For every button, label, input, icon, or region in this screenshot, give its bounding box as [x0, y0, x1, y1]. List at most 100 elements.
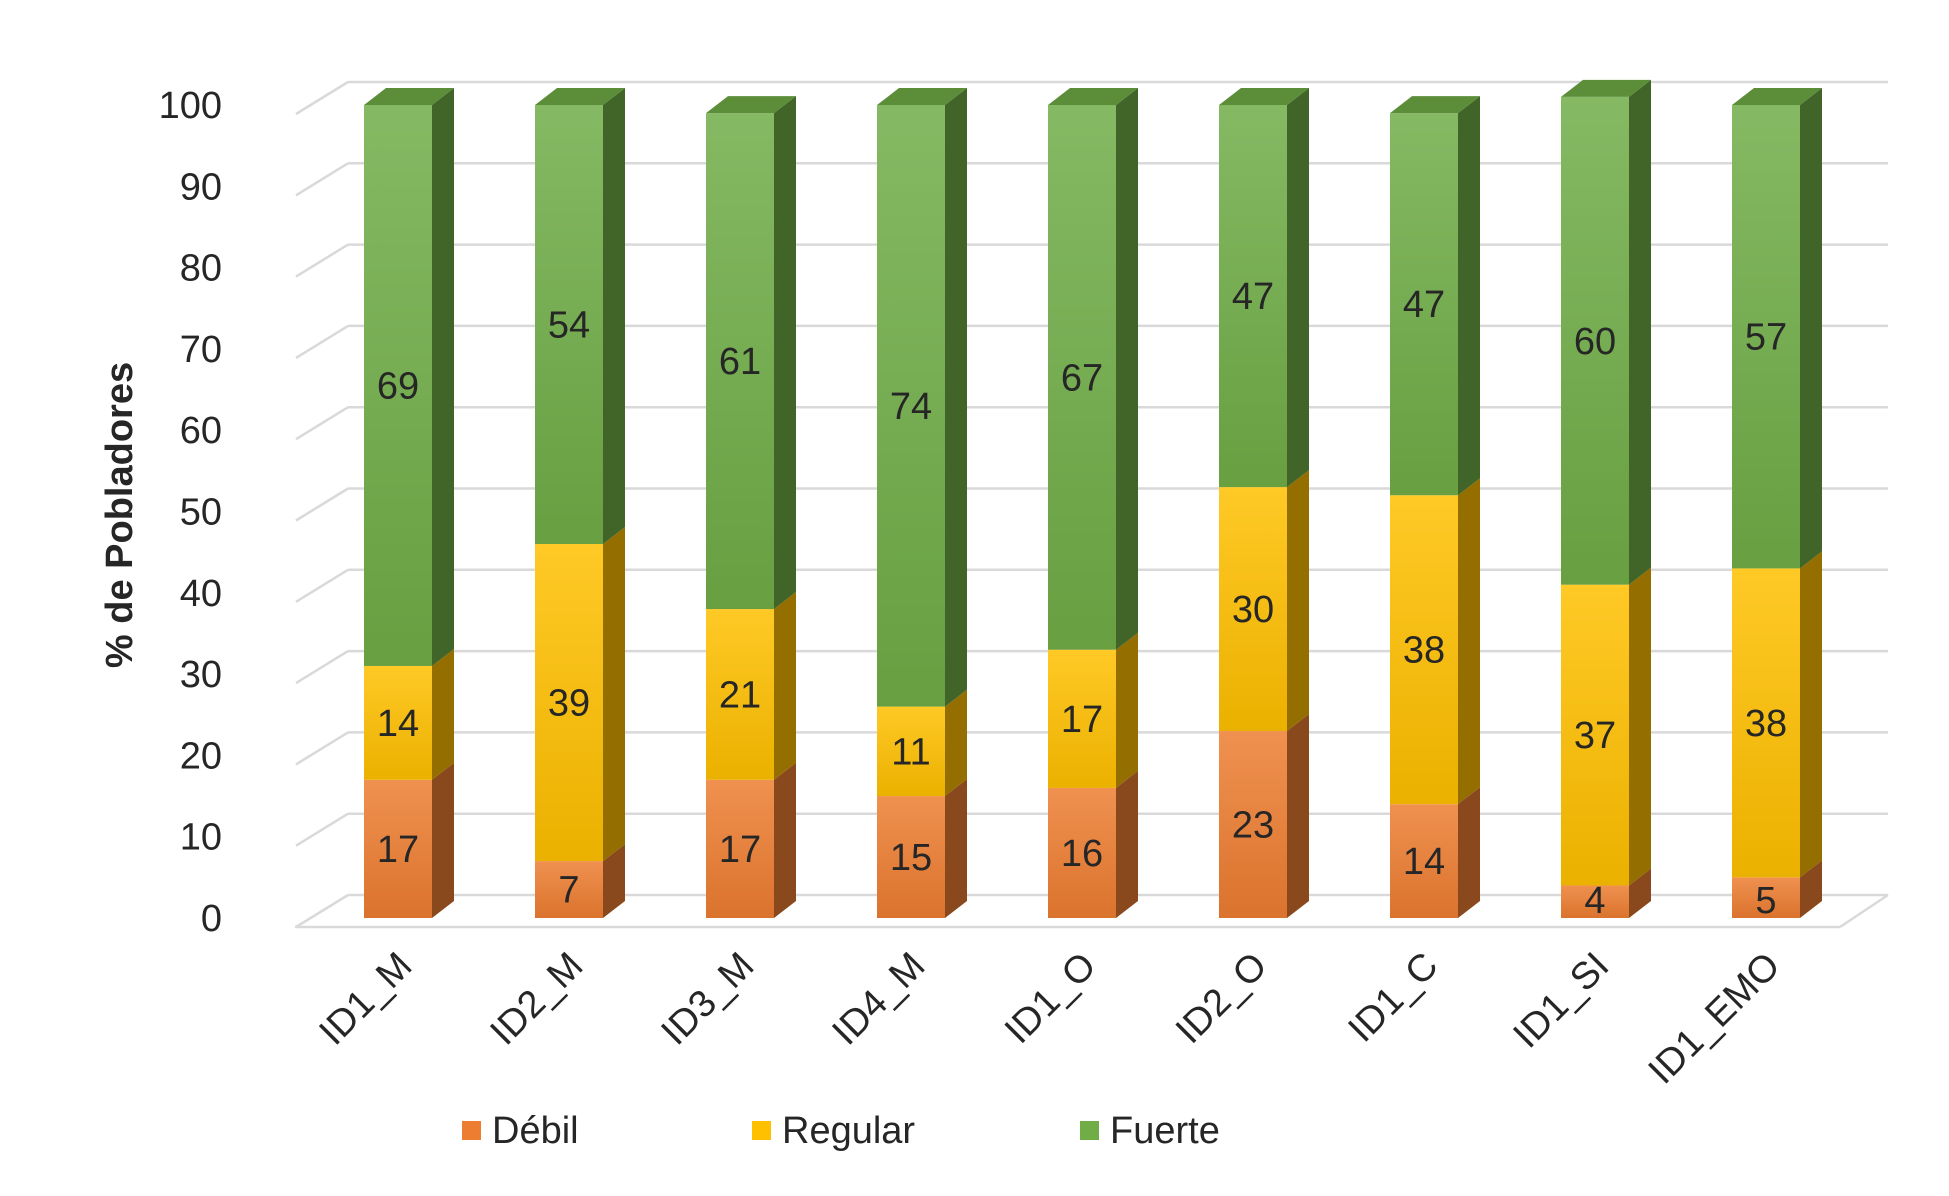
gridline-side	[295, 406, 349, 441]
bar-front	[1732, 568, 1800, 878]
bar-segment	[877, 779, 967, 918]
data-label: 37	[1574, 715, 1616, 757]
bar-segment	[364, 648, 454, 780]
bar-segment	[364, 88, 454, 666]
y-tick-label: 30	[180, 654, 222, 696]
bar-front	[1048, 105, 1116, 650]
bar-side	[1629, 79, 1651, 585]
bar-top	[1732, 88, 1822, 105]
bar-segment	[706, 762, 796, 918]
bar-front	[535, 544, 603, 862]
x-tick-label: ID2_O	[1168, 945, 1275, 1052]
y-tick-label: 100	[159, 85, 222, 127]
y-tick-label: 40	[180, 573, 222, 615]
bar-side	[1458, 96, 1480, 496]
y-tick-label: 20	[180, 735, 222, 777]
legend: Débil Regular Fuerte	[462, 1110, 1220, 1152]
data-label: 14	[377, 703, 419, 745]
bar-side	[432, 648, 454, 780]
bar-front	[1732, 105, 1800, 569]
data-label: 23	[1232, 805, 1274, 847]
bar-front	[1390, 804, 1458, 918]
bars	[364, 79, 1822, 918]
bar-front	[1390, 495, 1458, 805]
legend-item: Fuerte	[1080, 1110, 1220, 1152]
legend-label: Regular	[782, 1110, 915, 1152]
bar-top	[1048, 88, 1138, 105]
gridline-side	[295, 487, 349, 522]
data-label: 57	[1745, 317, 1787, 359]
bar-segment	[1219, 88, 1309, 488]
bar-front	[364, 779, 432, 918]
y-tick-label: 80	[180, 248, 222, 290]
data-label: 14	[1403, 841, 1445, 883]
data-label: 11	[891, 731, 930, 773]
gridline-side	[295, 324, 349, 359]
bar-side	[1629, 868, 1651, 918]
bar-side	[1458, 787, 1480, 918]
data-label: 39	[548, 683, 590, 725]
bar-front	[1732, 877, 1800, 918]
data-label: 67	[1061, 357, 1103, 399]
bar-segment	[706, 592, 796, 780]
data-label: 17	[377, 829, 419, 871]
bar-segment	[877, 689, 967, 797]
bar-top	[535, 88, 625, 105]
y-axis-title: % de Pobladores	[99, 362, 141, 668]
bar-front	[1390, 113, 1458, 496]
bar-segment	[1048, 632, 1138, 788]
bar-side	[432, 88, 454, 666]
bar-top	[1219, 88, 1309, 105]
bar-front	[1219, 105, 1287, 488]
bar-front	[1561, 96, 1629, 585]
bar-side	[1287, 88, 1309, 488]
bar-side	[1116, 632, 1138, 788]
bar-side	[1458, 478, 1480, 805]
bar-side	[1287, 714, 1309, 918]
gridline-side	[295, 80, 349, 116]
bar-top	[1390, 96, 1480, 114]
y-tick-label: 0	[201, 898, 222, 940]
bar-front	[706, 609, 774, 780]
bar-segment	[1561, 79, 1651, 585]
data-label: 17	[719, 829, 761, 871]
x-tick-label: ID1_O	[997, 945, 1104, 1052]
x-tick-label: ID4_M	[825, 945, 934, 1054]
data-label: 47	[1232, 276, 1274, 318]
data-label: 38	[1403, 630, 1445, 672]
y-tick-label: 70	[180, 329, 222, 371]
data-label: 61	[719, 341, 761, 383]
bar-segment	[535, 88, 625, 545]
bar-front	[364, 665, 432, 780]
bar-side	[603, 88, 625, 545]
data-label: 17	[1061, 699, 1103, 741]
x-axis-category-labels: ID1_M ID2_M ID3_M ID4_M ID1_O ID2_O ID1_C ID1_S…	[312, 945, 1789, 1093]
legend-item: Regular	[752, 1110, 915, 1152]
data-label: 38	[1745, 703, 1787, 745]
bar-front	[706, 779, 774, 918]
data-label: 54	[548, 305, 590, 347]
gridline-side	[295, 812, 349, 847]
data-label: 4	[1584, 880, 1605, 922]
data-label: 7	[558, 870, 579, 912]
bar-side	[1800, 88, 1822, 569]
y-tick-label: 50	[180, 492, 222, 534]
y-tick-label: 60	[180, 410, 222, 452]
bar-front	[877, 706, 945, 797]
bar-side	[1800, 860, 1822, 918]
gridline-side	[295, 162, 349, 197]
data-labels: 1714697395417216115117416176723304714384…	[377, 276, 1787, 922]
bar-side	[1800, 551, 1822, 878]
data-label: 16	[1061, 833, 1103, 875]
data-label: 47	[1403, 284, 1445, 326]
bar-segment	[1732, 88, 1822, 569]
bar-segment	[706, 96, 796, 610]
bar-segment	[1561, 868, 1651, 918]
y-tick-label: 90	[180, 166, 222, 208]
bar-segment	[1390, 96, 1480, 496]
gridline-side	[295, 568, 349, 603]
bar-top	[877, 88, 967, 105]
bar-side	[945, 88, 967, 707]
bar-segment	[535, 527, 625, 862]
